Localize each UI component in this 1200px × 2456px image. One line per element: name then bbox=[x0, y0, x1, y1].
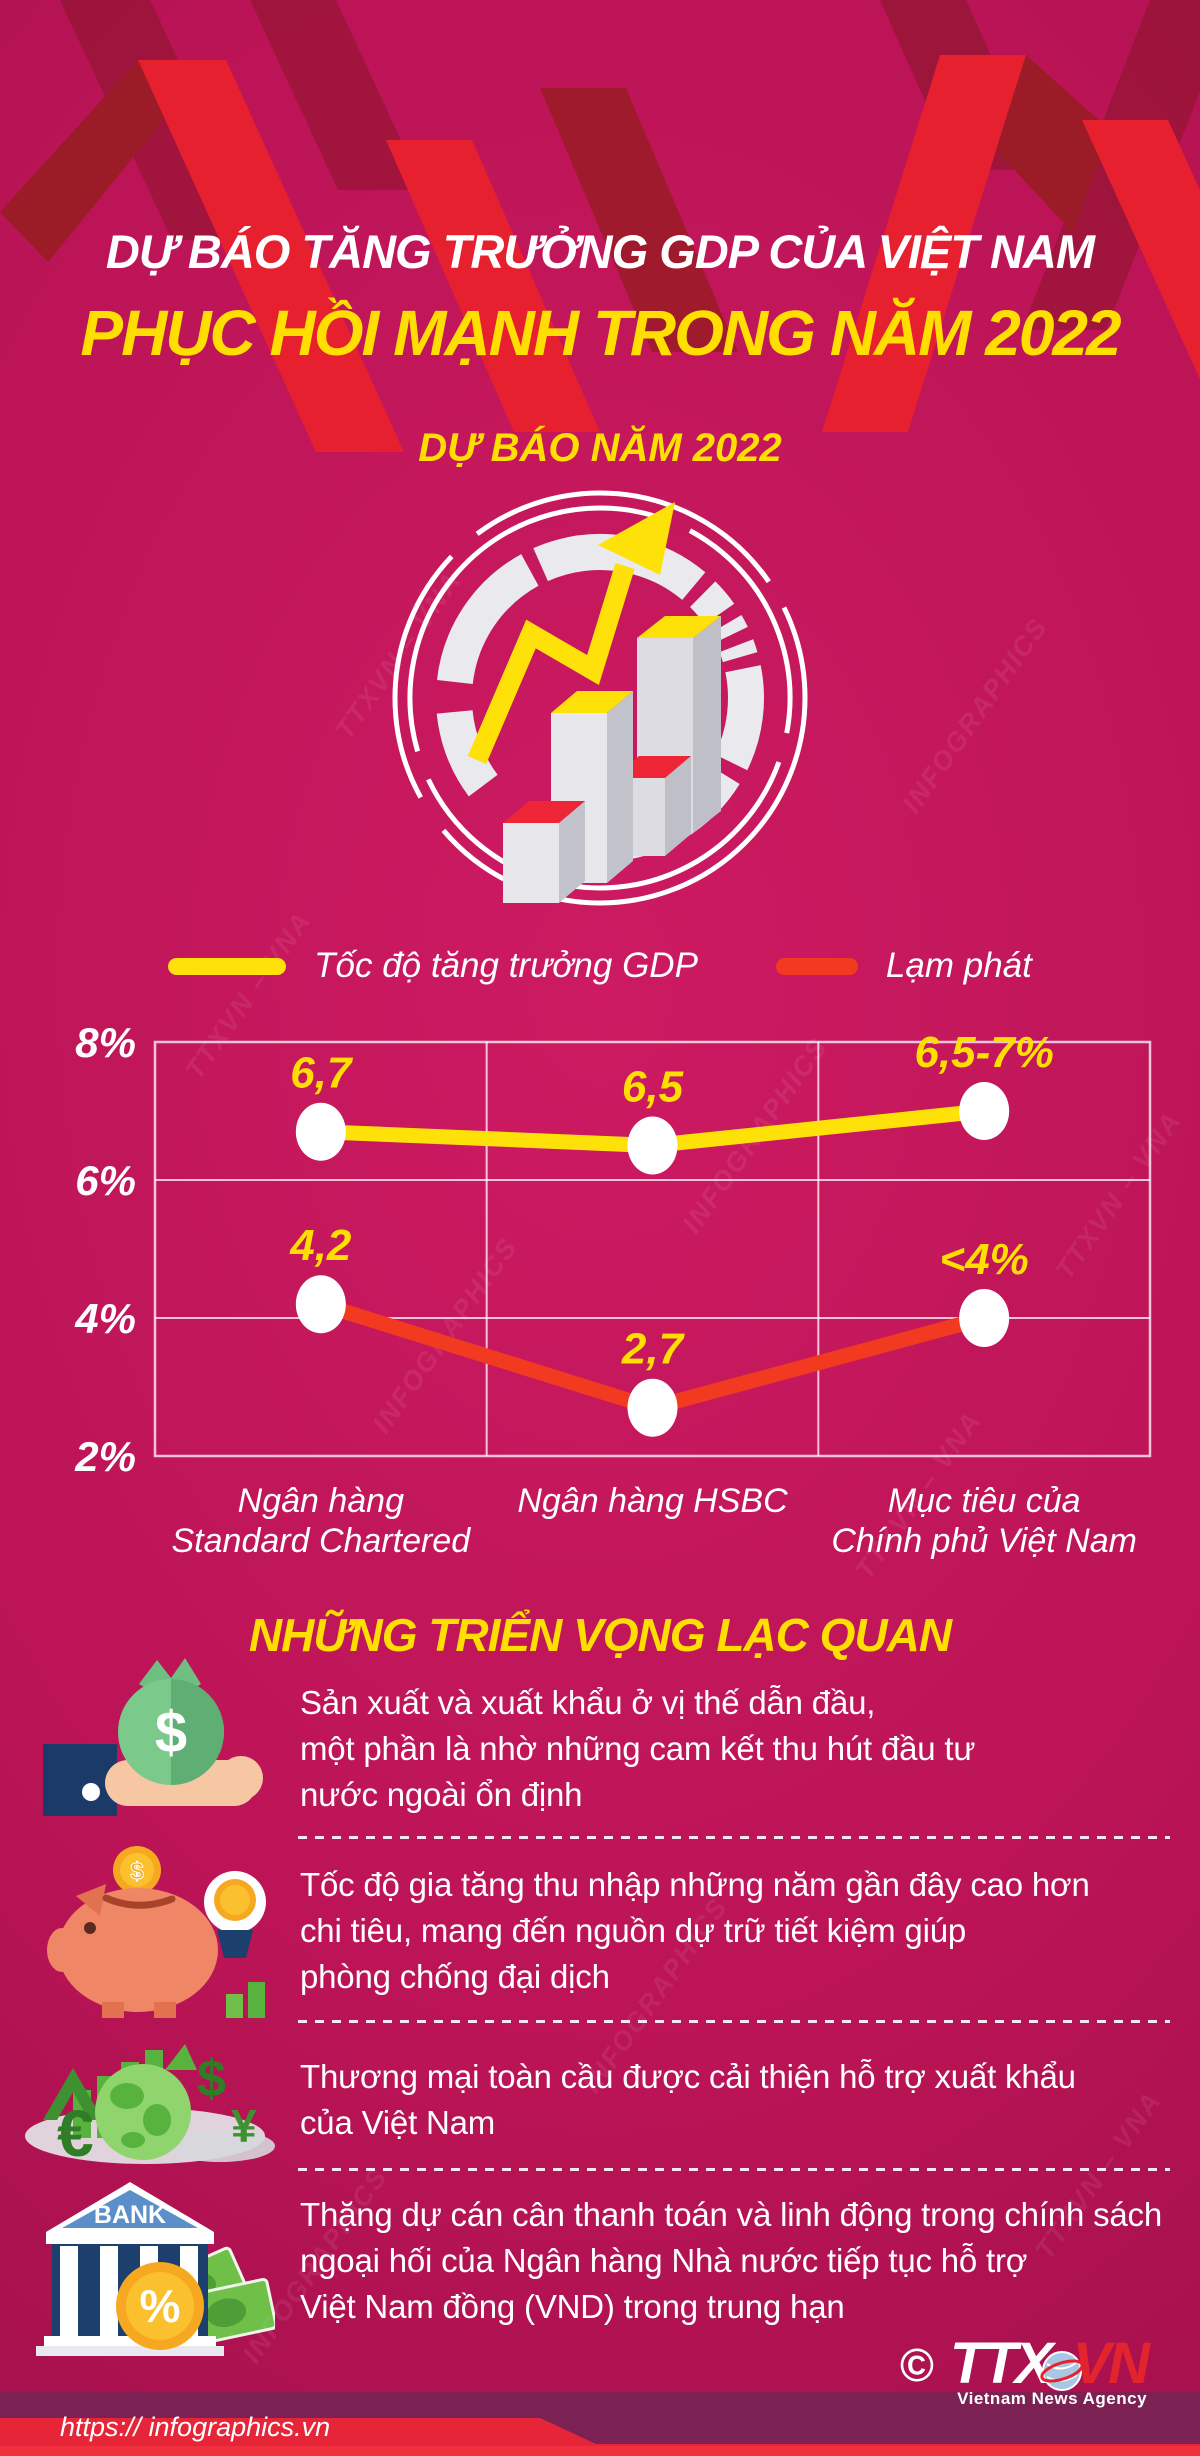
coin-dollar-glyph: $ bbox=[130, 1858, 144, 1885]
data-point-label: 6,5-7% bbox=[914, 1028, 1053, 1077]
watermark-text: INFOGRAPHICS bbox=[896, 611, 1054, 819]
section-title: NHỮNG TRIỂN VỌNG LẠC QUAN bbox=[248, 1609, 952, 1661]
legend-item: Tốc độ tăng trưởng GDP bbox=[168, 946, 698, 986]
rising-arrow-icon bbox=[467, 502, 675, 764]
data-point bbox=[295, 1275, 346, 1334]
dashed-separator bbox=[298, 2168, 1170, 2171]
optimism-item-text: Tốc độ gia tăng thu nhập những năm gần đ… bbox=[300, 1866, 1090, 1995]
growth-emblem-icon bbox=[392, 490, 808, 906]
bank-label: BANK bbox=[94, 2201, 166, 2229]
chart-legend: Tốc độ tăng trưởng GDP Lạm phát bbox=[0, 946, 1200, 986]
copyright-icon: © bbox=[900, 2339, 934, 2391]
legend-item: Lạm phát bbox=[775, 946, 1032, 986]
bar-chart-bars bbox=[503, 616, 721, 903]
data-point-label: 6,7 bbox=[290, 1049, 354, 1098]
bank-building-icon: BANK % bbox=[36, 2182, 275, 2356]
logo-vn-text: VN bbox=[1072, 2331, 1150, 2396]
y-axis-tick: 6% bbox=[75, 1157, 136, 1204]
data-point bbox=[627, 1378, 678, 1437]
global-trade-icon: € $ ¥ bbox=[25, 2044, 275, 2170]
globe-icon bbox=[1040, 2350, 1085, 2391]
optimism-item-text: Thương mại toàn cầu được cải thiện hỗ tr… bbox=[300, 2058, 1076, 2141]
y-axis-tick: 2% bbox=[74, 1433, 136, 1480]
logo-agency-text: Vietnam News Agency bbox=[957, 2389, 1148, 2408]
data-point bbox=[959, 1082, 1010, 1140]
percent-glyph: % bbox=[140, 2280, 181, 2332]
dashed-separator bbox=[298, 1836, 1170, 1839]
y-axis-tick: 8% bbox=[75, 1019, 136, 1066]
x-axis-category: Ngân hàng Standard Chartered bbox=[172, 1482, 472, 1560]
page-title-line2: PHỤC HỒI MẠNH TRONG NĂM 2022 bbox=[80, 297, 1121, 369]
dashed-separator bbox=[298, 2020, 1170, 2023]
data-point-label: 4,2 bbox=[289, 1221, 352, 1270]
data-point-label: 6,5 bbox=[622, 1063, 684, 1112]
piggy-bank-icon: $ bbox=[47, 1846, 266, 2018]
dollar-glyph: $ bbox=[155, 1700, 187, 1765]
legend-label: Lạm phát bbox=[885, 946, 1032, 985]
x-axis-category: Mục tiêu của Chính phủ Việt Nam bbox=[831, 1482, 1137, 1560]
money-bag-hand-icon: $ bbox=[43, 1658, 263, 1816]
svg-text:¥: ¥ bbox=[231, 2100, 257, 2152]
euro-glyph: € bbox=[57, 2096, 94, 2170]
data-point bbox=[295, 1102, 346, 1161]
optimism-item-text: Sản xuất và xuất khẩu ở vị thế dẫn đầu, … bbox=[300, 1684, 976, 1813]
optimism-item-text: Thặng dự cán cân thanh toán và linh động… bbox=[300, 2196, 1162, 2325]
legend-swatch bbox=[168, 957, 287, 975]
x-axis-category: Ngân hàng HSBC bbox=[517, 1482, 788, 1520]
svg-text:$: $ bbox=[197, 2050, 226, 2108]
legend-swatch bbox=[775, 957, 858, 975]
footer-red-ribbon bbox=[0, 2418, 1200, 2456]
data-point bbox=[627, 1116, 678, 1175]
data-point bbox=[959, 1289, 1010, 1347]
plot-border bbox=[153, 1040, 1152, 1458]
ribbon-decoration bbox=[0, 0, 1200, 452]
ttxvn-logo: © TTX VN Vietnam News Agency bbox=[900, 2330, 1200, 2409]
forecast-subtitle: DỰ BÁO NĂM 2022 bbox=[418, 426, 782, 470]
legend-label: Tốc độ tăng trưởng GDP bbox=[314, 946, 698, 985]
forecast-chart: 8% 6% 4% 2% 6,7 6,5 6,5-7% 4,2 2,7 <4% Ngân hàng St… bbox=[74, 1019, 1152, 1560]
website-url[interactable]: https:// infographics.vn bbox=[60, 2412, 331, 2442]
page-title-line1: DỰ BÁO TĂNG TRƯỞNG GDP CỦA VIỆT NAM bbox=[105, 225, 1095, 278]
logo-ttx-text: TTX bbox=[949, 2331, 1054, 2396]
y-axis-tick: 4% bbox=[74, 1295, 136, 1342]
data-point-label: <4% bbox=[940, 1235, 1029, 1284]
data-point-label: 2,7 bbox=[621, 1325, 686, 1374]
